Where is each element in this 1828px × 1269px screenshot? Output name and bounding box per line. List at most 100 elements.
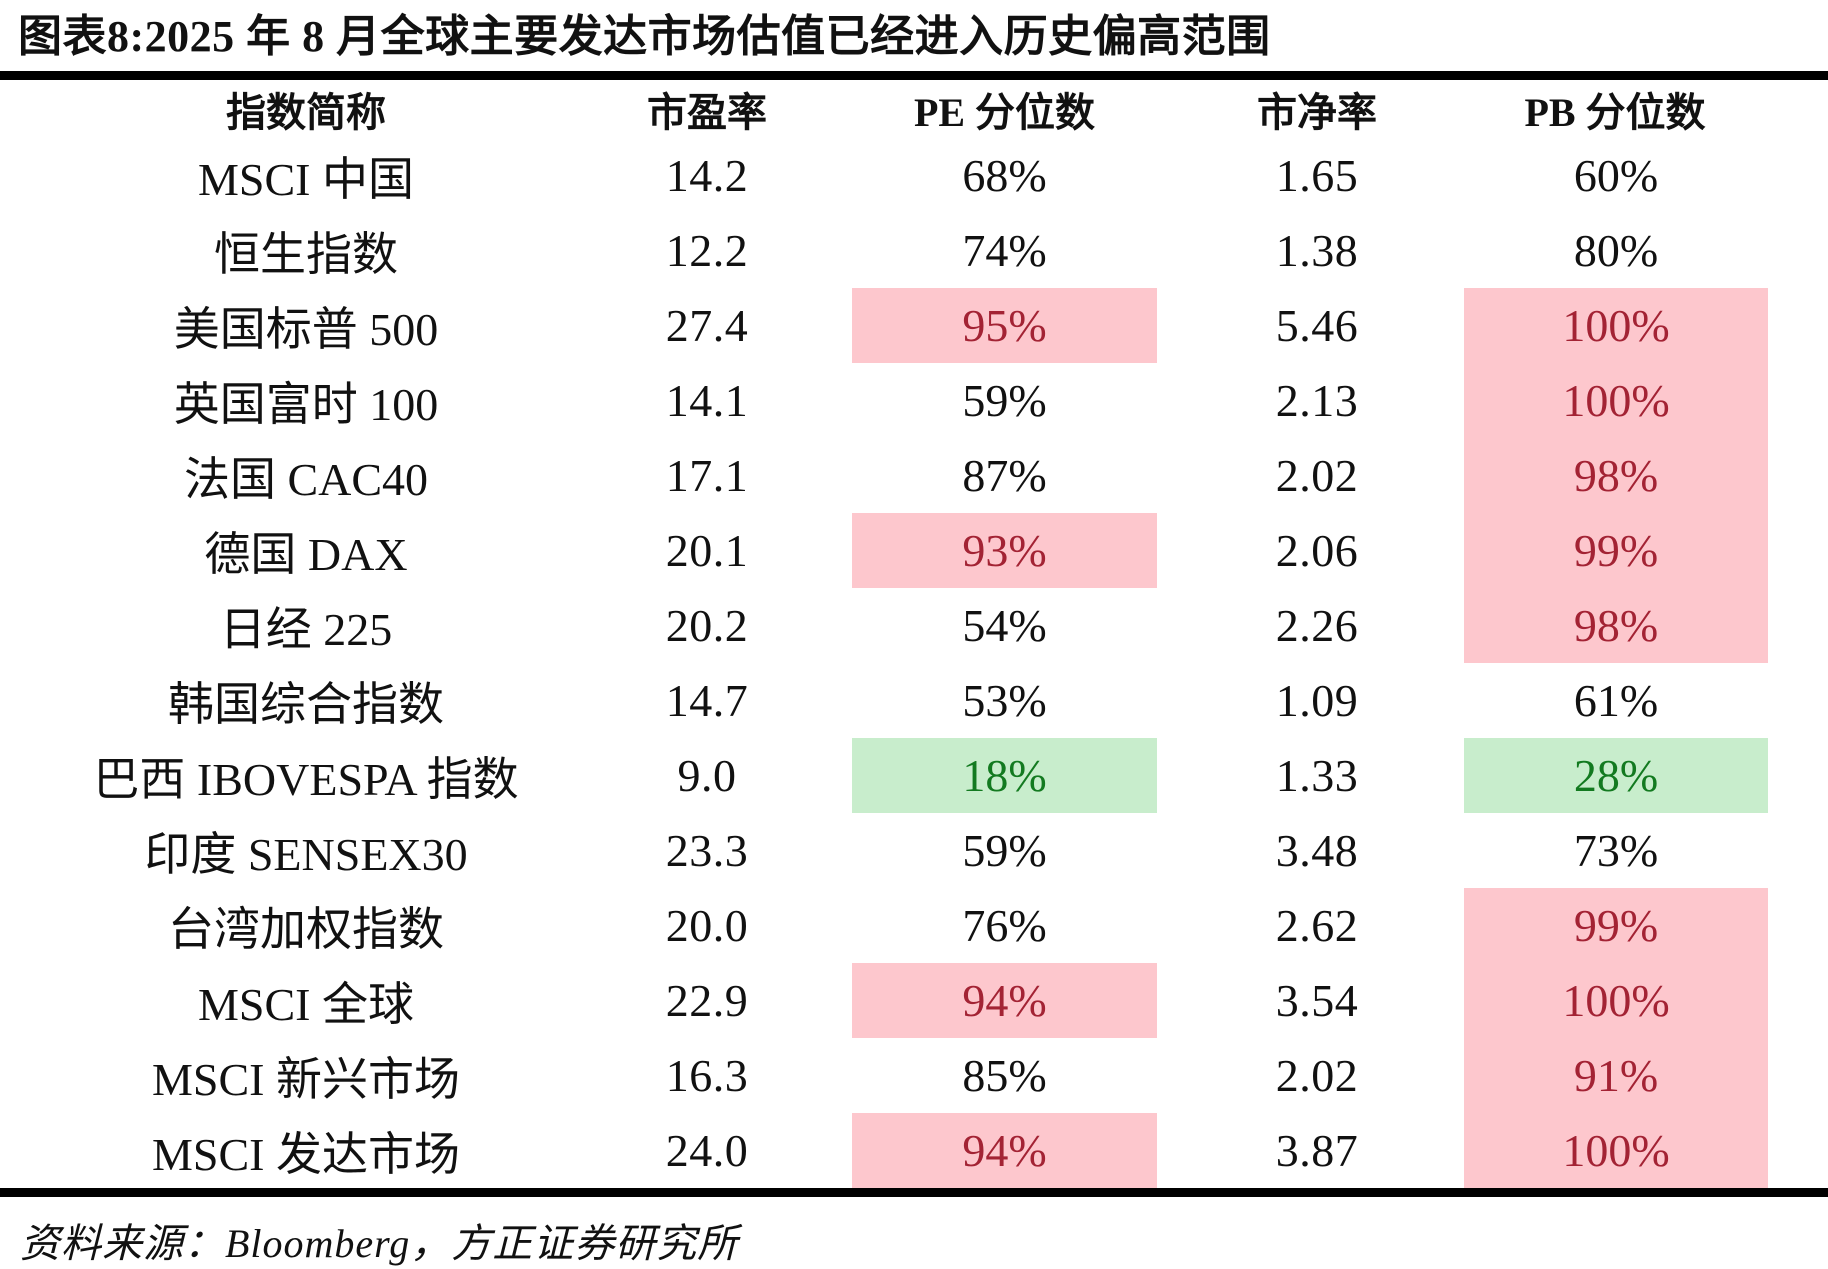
table-row: 德国 DAX 20.1 93% 2.06 99% [0, 513, 1828, 588]
pb-percentile-highlight: 98% [1464, 588, 1768, 663]
pe-ratio-cell: 22.9 [665, 975, 749, 1026]
pb-ratio-cell: 2.06 [1275, 525, 1359, 576]
pe-ratio-cell: 27.4 [665, 300, 749, 351]
index-name-cell: 美国标普 500 [173, 303, 439, 355]
pe-ratio-cell: 12.2 [665, 225, 749, 276]
pe-ratio-cell: 20.1 [665, 525, 749, 576]
pe-ratio-cell: 9.0 [677, 750, 737, 801]
pe-percentile-highlight: 74% [962, 225, 1047, 276]
pe-percentile-highlight: 95% [852, 288, 1157, 363]
pe-percentile-cell: 59% [822, 813, 1172, 888]
index-name-cell: MSCI 中国 [198, 153, 414, 205]
pb-percentile-cell: 100% [1462, 963, 1828, 1038]
bottom-rule [0, 1188, 1828, 1197]
index-name-cell: 恒生指数 [214, 228, 398, 280]
pb-percentile-cell: 61% [1462, 663, 1828, 738]
pe-percentile-cell: 85% [822, 1038, 1172, 1113]
pe-percentile-highlight: 59% [962, 825, 1047, 876]
pe-percentile-highlight: 18% [852, 738, 1157, 813]
pe-percentile-highlight: 76% [962, 900, 1047, 951]
pe-percentile-cell: 18% [822, 738, 1172, 813]
table-row: MSCI 中国 14.2 68% 1.65 60% [0, 138, 1828, 213]
index-name-cell: 巴西 IBOVESPA 指数 [93, 753, 519, 805]
pb-percentile-highlight: 99% [1464, 888, 1768, 963]
table-row: MSCI 发达市场 24.0 94% 3.87 100% [0, 1113, 1828, 1188]
table-row: 恒生指数 12.2 74% 1.38 80% [0, 213, 1828, 288]
pe-percentile-cell: 74% [822, 213, 1172, 288]
pb-ratio-cell: 2.02 [1275, 450, 1359, 501]
table-body: MSCI 中国 14.2 68% 1.65 60% 恒生指数 12.2 74% … [0, 138, 1828, 1188]
pe-percentile-highlight: 59% [962, 375, 1047, 426]
pb-percentile-highlight: 99% [1464, 513, 1768, 588]
pe-ratio-cell: 23.3 [665, 825, 749, 876]
header-pe-ratio: 市盈率 [647, 90, 767, 135]
pe-ratio-cell: 14.2 [665, 150, 749, 201]
pb-percentile-cell: 60% [1462, 138, 1828, 213]
top-rule [0, 71, 1828, 80]
table-row: 法国 CAC40 17.1 87% 2.02 98% [0, 438, 1828, 513]
pe-percentile-highlight: 94% [852, 1113, 1157, 1188]
pb-percentile-cell: 99% [1462, 888, 1828, 963]
table-row: MSCI 全球 22.9 94% 3.54 100% [0, 963, 1828, 1038]
pe-percentile-cell: 87% [822, 438, 1172, 513]
index-name-cell: 法国 CAC40 [183, 453, 429, 505]
pb-ratio-cell: 5.46 [1275, 300, 1359, 351]
pe-percentile-cell: 68% [822, 138, 1172, 213]
pb-ratio-cell: 2.13 [1275, 375, 1359, 426]
header-index-name: 指数简称 [226, 90, 386, 135]
pb-ratio-cell: 3.87 [1275, 1125, 1359, 1176]
pe-percentile-highlight: 54% [962, 600, 1047, 651]
index-name-cell: MSCI 新兴市场 [152, 1053, 460, 1105]
pe-percentile-cell: 53% [822, 663, 1172, 738]
pb-percentile-cell: 100% [1462, 1113, 1828, 1188]
pb-ratio-cell: 1.65 [1275, 150, 1359, 201]
pe-percentile-highlight: 87% [962, 450, 1047, 501]
pb-percentile-cell: 98% [1462, 438, 1828, 513]
pb-percentile-highlight: 60% [1573, 150, 1659, 201]
pb-percentile-highlight: 61% [1573, 675, 1659, 726]
table-row: 美国标普 500 27.4 95% 5.46 100% [0, 288, 1828, 363]
pb-percentile-cell: 91% [1462, 1038, 1828, 1113]
pe-percentile-cell: 76% [822, 888, 1172, 963]
table-row: MSCI 新兴市场 16.3 85% 2.02 91% [0, 1038, 1828, 1113]
index-name-cell: 日经 225 [219, 603, 393, 655]
pe-percentile-highlight: 94% [852, 963, 1157, 1038]
pb-ratio-cell: 2.62 [1275, 900, 1359, 951]
pb-percentile-cell: 28% [1462, 738, 1828, 813]
table-row: 台湾加权指数 20.0 76% 2.62 99% [0, 888, 1828, 963]
pb-ratio-cell: 2.26 [1275, 600, 1359, 651]
pb-percentile-cell: 73% [1462, 813, 1828, 888]
pe-percentile-highlight: 93% [852, 513, 1157, 588]
pb-percentile-cell: 80% [1462, 213, 1828, 288]
index-name-cell: 德国 DAX [204, 528, 408, 580]
pe-ratio-cell: 17.1 [665, 450, 749, 501]
table-row: 韩国综合指数 14.7 53% 1.09 61% [0, 663, 1828, 738]
pe-percentile-cell: 54% [822, 588, 1172, 663]
index-name-cell: 英国富时 100 [173, 378, 439, 430]
pe-ratio-cell: 16.3 [665, 1050, 749, 1101]
pb-percentile-cell: 99% [1462, 513, 1828, 588]
header-pb-ratio: 市净率 [1257, 90, 1377, 135]
table-row: 英国富时 100 14.1 59% 2.13 100% [0, 363, 1828, 438]
pb-ratio-cell: 1.33 [1275, 750, 1359, 801]
pe-ratio-cell: 20.2 [665, 600, 749, 651]
pb-percentile-cell: 100% [1462, 288, 1828, 363]
pe-ratio-cell: 14.1 [665, 375, 749, 426]
pb-percentile-highlight: 100% [1464, 363, 1768, 438]
pe-percentile-highlight: 53% [962, 675, 1047, 726]
header-pe-percentile: PE 分位数 [913, 90, 1096, 135]
pb-percentile-highlight: 100% [1464, 1113, 1768, 1188]
pe-percentile-cell: 94% [822, 1113, 1172, 1188]
pe-percentile-cell: 59% [822, 363, 1172, 438]
pe-ratio-cell: 14.7 [665, 675, 749, 726]
pe-percentile-highlight: 85% [962, 1050, 1047, 1101]
pb-ratio-cell: 1.09 [1275, 675, 1359, 726]
pb-percentile-highlight: 91% [1464, 1038, 1768, 1113]
index-name-cell: MSCI 全球 [198, 978, 414, 1030]
source-note: 资料来源：Bloomberg，方正证券研究所 [20, 1221, 739, 1266]
index-name-cell: 印度 SENSEX30 [144, 828, 468, 880]
pe-ratio-cell: 24.0 [665, 1125, 749, 1176]
pb-percentile-highlight: 73% [1573, 825, 1659, 876]
table-row: 印度 SENSEX30 23.3 59% 3.48 73% [0, 813, 1828, 888]
index-name-cell: MSCI 发达市场 [152, 1128, 460, 1180]
